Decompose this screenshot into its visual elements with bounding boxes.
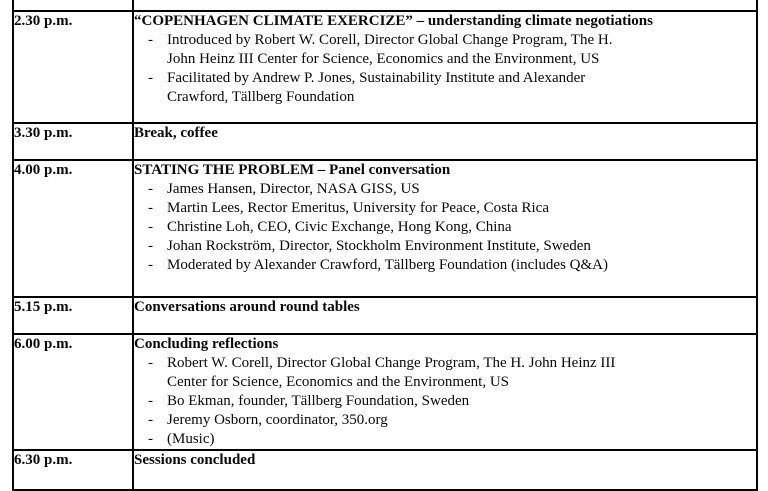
time-label: 6.30 p.m.: [14, 452, 73, 468]
bullet-dash: -: [148, 238, 153, 254]
table-row-515pm: 5.15 p.m. Conversations around round tab…: [12, 296, 758, 335]
bullet-text: John Heinz III Center for Science, Econo…: [167, 51, 600, 67]
bullet-text: Jeremy Osborn, coordinator, 350.org: [167, 412, 388, 428]
bullet-dash: -: [148, 70, 153, 86]
time-cell: 2.30 p.m.: [12, 10, 134, 124]
table-row-230pm: 2.30 p.m. “COPENHAGEN CLIMATE EXERCIZE” …: [12, 10, 758, 124]
bullet-text: Martin Lees, Rector Emeritus, University…: [167, 200, 549, 216]
bullet-dash: -: [148, 355, 153, 371]
session-cell: Conversations around round tables: [132, 296, 758, 335]
bullet-text: Moderated by Alexander Crawford, Tällber…: [167, 257, 609, 273]
session-cell: STATING THE PROBLEM – Panel conversation…: [132, 159, 758, 298]
table-row-330pm: 3.30 p.m. Break, coffee: [12, 122, 758, 161]
table-row-400pm: 4.00 p.m. STATING THE PROBLEM – Panel co…: [12, 159, 758, 298]
bullet-line: - Robert W. Corell, Director Global Chan…: [134, 354, 756, 373]
session-title: Concluding reflections: [134, 336, 279, 352]
time-cell: 5.15 p.m.: [12, 296, 134, 335]
bullet-line: - Martin Lees, Rector Emeritus, Universi…: [134, 199, 756, 218]
session-title: Break, coffee: [134, 125, 218, 141]
time-label: 3.30 p.m.: [14, 125, 73, 141]
bullet-text: James Hansen, Director, NASA GISS, US: [167, 181, 420, 197]
time-cell: 4.00 p.m.: [12, 159, 134, 298]
bullet-dash: -: [148, 181, 153, 197]
bullet-dash: -: [148, 393, 153, 409]
time-cell: 6.00 p.m.: [12, 333, 134, 451]
bullet-dash: -: [148, 257, 153, 273]
bullet-dash: -: [148, 219, 153, 235]
bullet-dash: -: [148, 32, 153, 48]
time-label: 2.30 p.m.: [14, 13, 73, 29]
session-cell: “COPENHAGEN CLIMATE EXERCIZE” – understa…: [132, 10, 758, 124]
bullet-line: - Introduced by Robert W. Corell, Direct…: [134, 31, 756, 50]
time-label: 4.00 p.m.: [14, 162, 73, 178]
bullet-line: - Christine Loh, CEO, Civic Exchange, Ho…: [134, 218, 756, 237]
session-cell: Concluding reflections - Robert W. Corel…: [132, 333, 758, 451]
bullet-dash: -: [148, 200, 153, 216]
session-title: Sessions concluded: [134, 452, 256, 468]
table-row-partial-top: [12, 0, 758, 12]
bullet-line: - (Music): [134, 430, 756, 449]
document-page: 2.30 p.m. “COPENHAGEN CLIMATE EXERCIZE” …: [12, 0, 758, 491]
bullet-dash: -: [148, 431, 153, 447]
bullet-text: Robert W. Corell, Director Global Change…: [167, 355, 616, 371]
bullet-text: Introduced by Robert W. Corell, Director…: [167, 32, 613, 48]
bullet-text: Bo Ekman, founder, Tällberg Foundation, …: [167, 393, 470, 409]
bullet-line: - Bo Ekman, founder, Tällberg Foundation…: [134, 392, 756, 411]
bullet-line-continuation: Center for Science, Economics and the En…: [134, 373, 756, 392]
time-label: 6.00 p.m.: [14, 336, 73, 352]
session-cell: Sessions concluded: [132, 449, 758, 491]
bullet-line: - Facilitated by Andrew P. Jones, Sustai…: [134, 69, 756, 88]
agenda-table: 2.30 p.m. “COPENHAGEN CLIMATE EXERCIZE” …: [12, 0, 758, 491]
bullet-line-continuation: John Heinz III Center for Science, Econo…: [134, 50, 756, 69]
bullet-line: - Johan Rockström, Director, Stockholm E…: [134, 237, 756, 256]
session-title: Conversations around round tables: [134, 299, 360, 315]
session-cell: [132, 0, 758, 12]
time-label: 5.15 p.m.: [14, 299, 73, 315]
time-cell: [12, 0, 134, 12]
table-row-600pm: 6.00 p.m. Concluding reflections - Rober…: [12, 333, 758, 451]
bullet-line: - James Hansen, Director, NASA GISS, US: [134, 180, 756, 199]
time-cell: 6.30 p.m.: [12, 449, 134, 491]
bullet-text: Center for Science, Economics and the En…: [167, 374, 509, 390]
session-title: “COPENHAGEN CLIMATE EXERCIZE” – understa…: [134, 13, 653, 29]
bullet-text: Johan Rockström, Director, Stockholm Env…: [167, 238, 591, 254]
bullet-line: - Jeremy Osborn, coordinator, 350.org: [134, 411, 756, 430]
bullet-text: Crawford, Tällberg Foundation: [167, 89, 355, 105]
bullet-dash: -: [148, 412, 153, 428]
bullet-text: (Music): [167, 431, 215, 447]
time-cell: 3.30 p.m.: [12, 122, 134, 161]
session-cell: Break, coffee: [132, 122, 758, 161]
bullet-text: Christine Loh, CEO, Civic Exchange, Hong…: [167, 219, 512, 235]
table-row-630pm: 6.30 p.m. Sessions concluded: [12, 449, 758, 491]
session-title: STATING THE PROBLEM – Panel conversation: [134, 162, 451, 178]
bullet-text: Facilitated by Andrew P. Jones, Sustaina…: [167, 70, 586, 86]
bullet-line-continuation: Crawford, Tällberg Foundation: [134, 88, 756, 107]
bullet-line: - Moderated by Alexander Crawford, Tällb…: [134, 256, 756, 275]
